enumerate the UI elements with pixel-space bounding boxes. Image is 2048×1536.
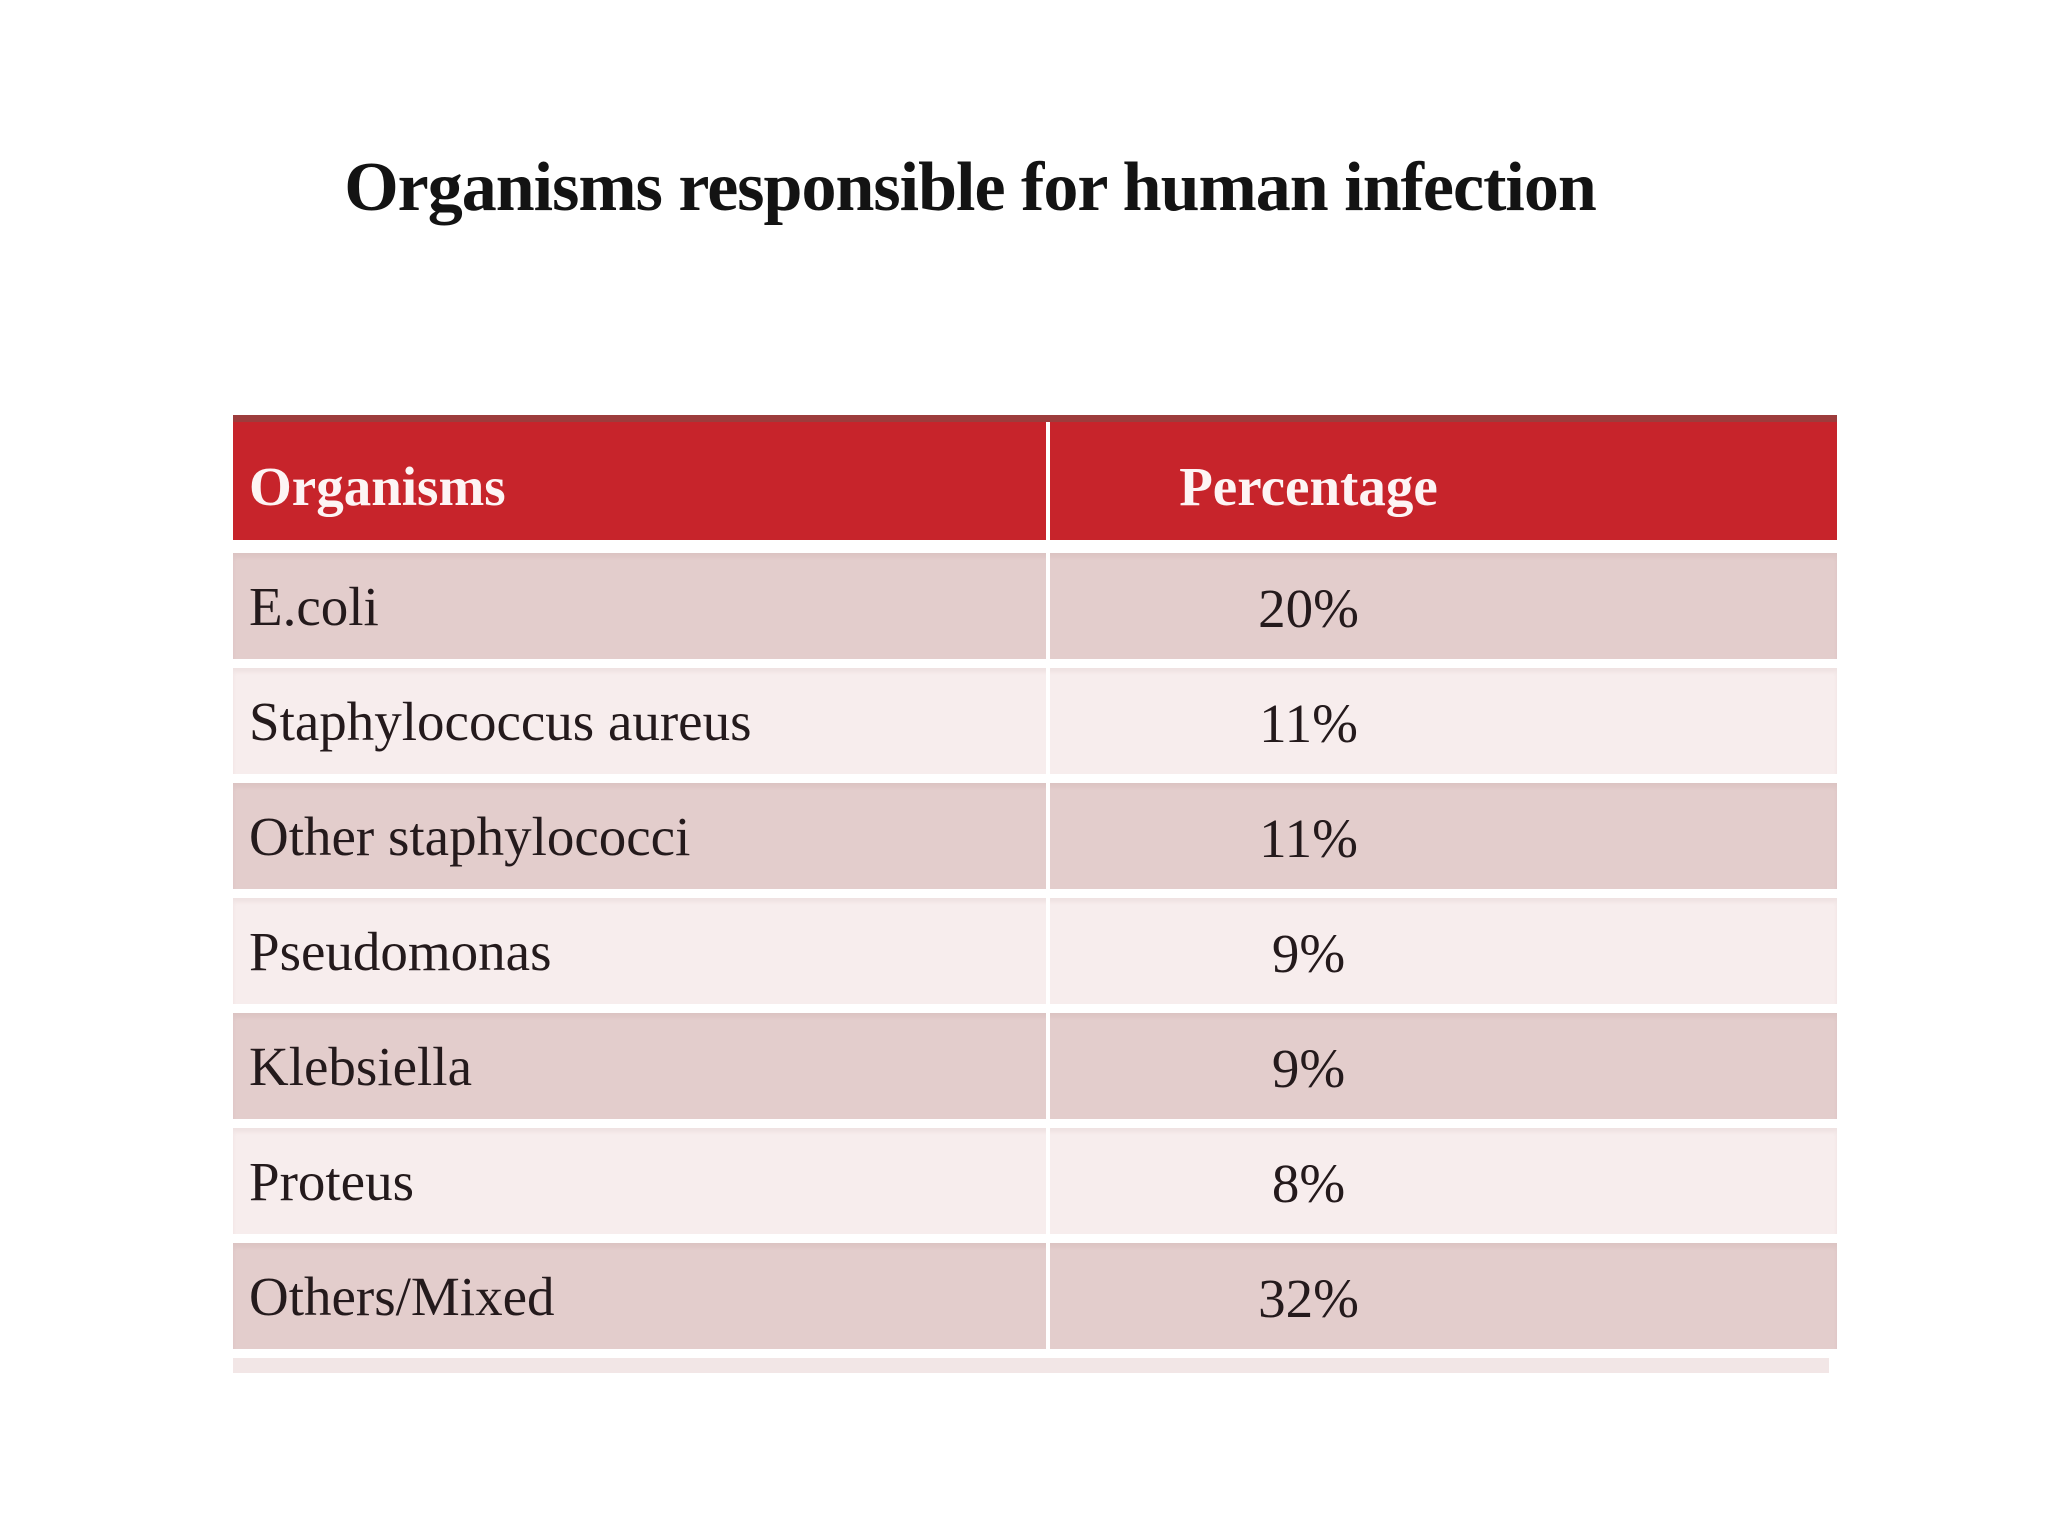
table-row: Pseudomonas 9%	[233, 898, 1837, 1004]
organism-cell: Pseudomonas	[233, 898, 1050, 1004]
percentage-cell: 11%	[1259, 692, 1358, 754]
percentage-cell: 20%	[1258, 577, 1359, 639]
organism-cell: E.coli	[233, 553, 1050, 659]
percentage-cell: 9%	[1271, 922, 1346, 984]
percentage-cell: 32%	[1258, 1267, 1359, 1329]
column-header-percentage: Percentage	[1179, 455, 1438, 517]
column-header-organisms: Organisms	[233, 422, 1050, 540]
organism-cell: Other staphylococci	[233, 783, 1050, 889]
table-row: Others/Mixed 32%	[233, 1243, 1837, 1349]
percentage-cell: 8%	[1271, 1152, 1346, 1214]
organism-cell: Proteus	[233, 1128, 1050, 1234]
table-row: E.coli 20%	[233, 553, 1837, 659]
organism-cell: Staphylococcus aureus	[233, 668, 1050, 774]
percentage-cell: 11%	[1259, 807, 1358, 869]
organism-cell: Klebsiella	[233, 1013, 1050, 1119]
organism-cell: Others/Mixed	[233, 1243, 1050, 1349]
table-row: Staphylococcus aureus 11%	[233, 668, 1837, 774]
table-row: Other staphylococci 11%	[233, 783, 1837, 889]
organisms-table: Organisms Percentage E.coli 20% Staphylo…	[233, 415, 1837, 1373]
table-header-row: Organisms Percentage	[233, 415, 1837, 540]
table-body: E.coli 20% Staphylococcus aureus 11% Oth…	[233, 553, 1837, 1349]
page-title: Organisms responsible for human infectio…	[344, 149, 1597, 226]
table-row: Proteus 8%	[233, 1128, 1837, 1234]
table-bottom-shadow	[233, 1358, 1829, 1373]
percentage-cell: 9%	[1271, 1037, 1346, 1099]
table-row: Klebsiella 9%	[233, 1013, 1837, 1119]
